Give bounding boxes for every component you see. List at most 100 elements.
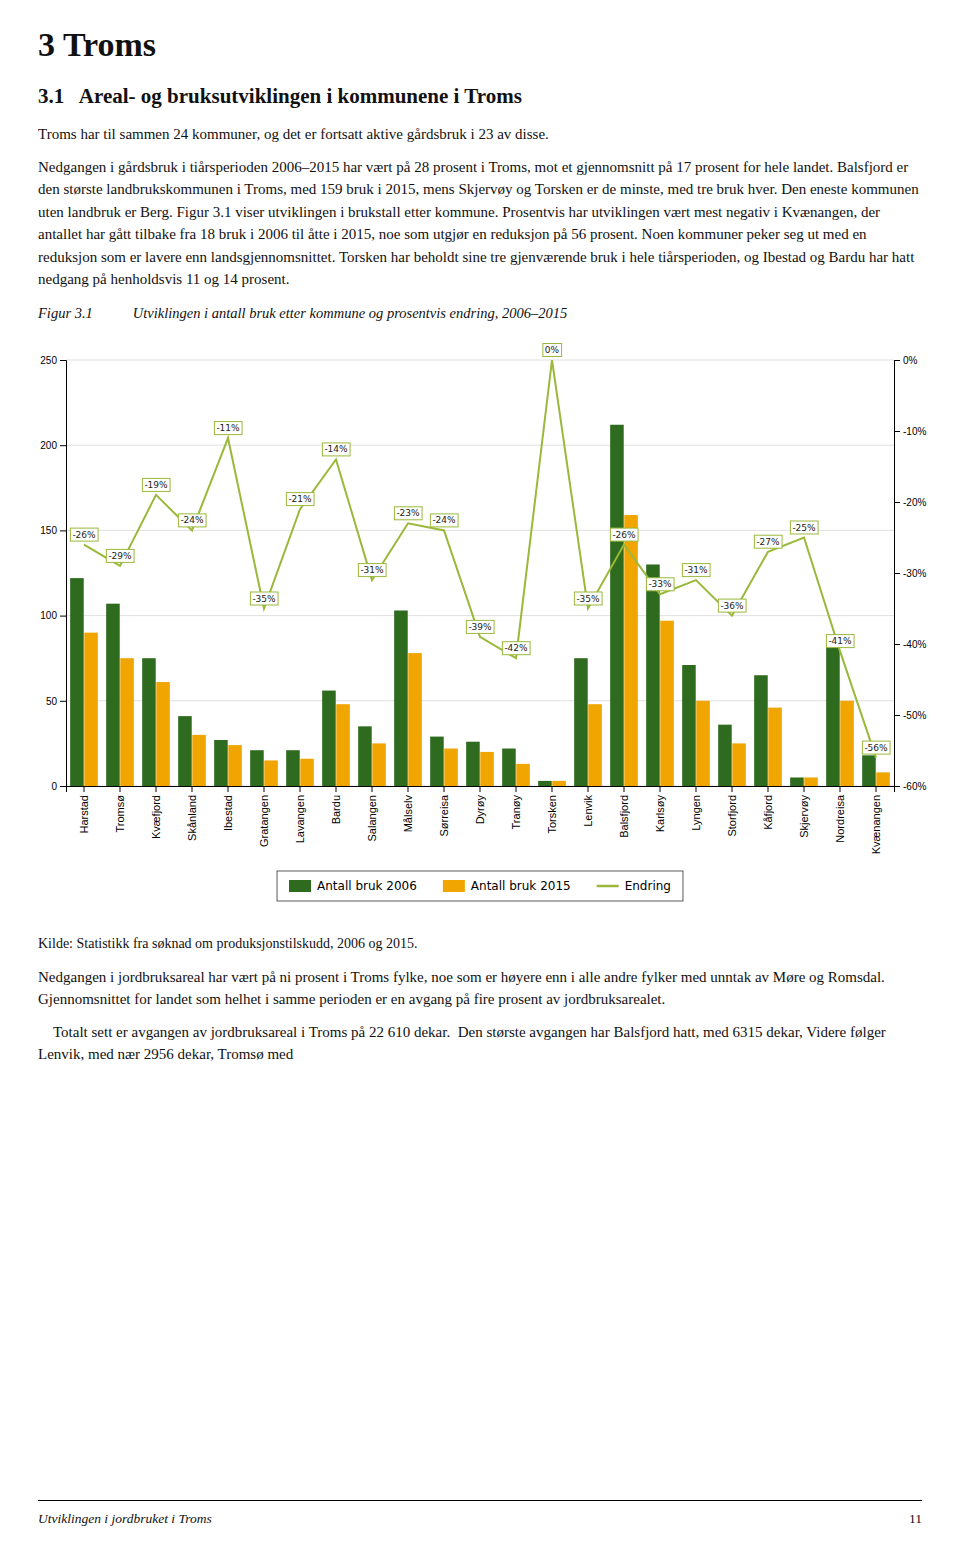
tick: -50% — [894, 709, 926, 720]
tick-label: Kvæfjord — [150, 795, 162, 839]
heading: 3 Troms — [38, 26, 922, 64]
tick-label: Kvænangen — [870, 795, 882, 854]
data-label-text: -29% — [108, 550, 132, 560]
tick-label: Ibestad — [222, 795, 234, 831]
data-label-text: -35% — [576, 593, 600, 603]
bar — [804, 777, 818, 786]
tick-mark — [372, 786, 373, 792]
tick: Bardu — [330, 786, 342, 824]
y2-axis: 0%-10%-20%-30%-40%-50%-60% — [894, 354, 926, 791]
data-label: -35% — [250, 592, 278, 605]
tick: Harstad — [78, 786, 90, 834]
tick-mark — [60, 360, 66, 361]
tick-mark — [804, 786, 805, 792]
data-label-text: -24% — [432, 515, 456, 525]
tick: Skånland — [186, 786, 198, 841]
data-label-text: -26% — [72, 529, 96, 539]
tick-mark — [444, 786, 445, 792]
bar — [178, 716, 192, 786]
data-label-box — [502, 641, 530, 654]
tick-mark — [60, 700, 66, 701]
bar — [826, 644, 840, 785]
bar — [840, 700, 854, 785]
bar — [106, 603, 120, 785]
tick-mark — [60, 530, 66, 531]
bar — [444, 748, 458, 785]
data-label-box — [718, 599, 746, 612]
data-label-text: -31% — [360, 565, 384, 575]
tick-label: -30% — [903, 567, 926, 578]
tick: Nordreisa — [834, 786, 846, 843]
data-label: -29% — [106, 549, 134, 562]
source: Kilde: Statistikk fra søknad om produksj… — [38, 936, 922, 952]
bar — [408, 653, 422, 786]
bar — [696, 700, 710, 785]
tick-label: 150 — [40, 525, 57, 536]
tick-mark — [84, 786, 85, 792]
data-label: -26% — [70, 528, 98, 541]
tick: Ibestad — [222, 786, 234, 831]
tick: Balsfjord — [618, 786, 630, 838]
axis-line — [895, 360, 901, 786]
bar — [214, 739, 228, 785]
data-label: -27% — [754, 535, 782, 548]
tick-label: Gratangen — [258, 795, 270, 847]
data-label-box — [178, 513, 206, 526]
data-label-box — [286, 492, 314, 505]
tick: Lavangen — [294, 786, 306, 843]
tick-mark — [552, 786, 553, 792]
tick-mark — [60, 615, 66, 616]
data-label: -26% — [610, 528, 638, 541]
legend-label: Antall bruk 2006 — [317, 879, 417, 893]
paragraph: Nedgangen i gårdsbruk i tiårsperioden 20… — [38, 156, 922, 291]
tick-label: 0 — [51, 780, 57, 791]
tick-mark — [894, 431, 900, 432]
tick-label: Karlsøy — [654, 794, 666, 832]
tick: Kåfjord — [762, 786, 774, 830]
data-labels: -26%-29%-19%-24%-11%-35%-21%-14%-31%-23%… — [70, 343, 890, 754]
tick-label: Storfjord — [726, 795, 738, 837]
data-label-text: -33% — [648, 579, 672, 589]
data-label-box — [862, 741, 890, 754]
grid-line — [66, 615, 894, 616]
tick: 150 — [40, 525, 66, 536]
tick-mark — [894, 502, 900, 503]
tick-label: Nordreisa — [834, 794, 846, 843]
bar-series — [70, 424, 876, 785]
bar — [480, 751, 494, 785]
data-label: 0% — [543, 343, 562, 356]
paragraph: Nedgangen i jordbruksareal har vært på n… — [38, 966, 922, 1011]
data-label: -23% — [394, 506, 422, 519]
data-label: -14% — [322, 442, 350, 455]
data-label-text: -14% — [324, 444, 348, 454]
bar — [322, 690, 336, 785]
tick-mark — [894, 360, 900, 361]
tick-mark — [840, 786, 841, 792]
tick-mark — [60, 786, 66, 787]
data-label-text: -11% — [216, 423, 240, 433]
tick: Gratangen — [258, 786, 270, 847]
data-label-text: -31% — [684, 565, 708, 575]
tick-label: -50% — [903, 709, 926, 720]
data-label-text: -21% — [288, 494, 312, 504]
grid-line — [66, 700, 894, 701]
subheading: 3.1 Areal- og bruksutviklingen i kommune… — [38, 84, 922, 109]
tick-mark — [480, 786, 481, 792]
data-label-box — [250, 592, 278, 605]
tick-label: 200 — [40, 439, 57, 450]
data-label-box — [682, 563, 710, 576]
data-label: -31% — [682, 563, 710, 576]
tick: Storfjord — [726, 786, 738, 837]
footer-right: 11 — [909, 1511, 922, 1527]
tick-label: Salangen — [366, 795, 378, 842]
data-label-text: -24% — [180, 515, 204, 525]
text-bottom: Kilde: Statistikk fra søknad om produksj… — [0, 930, 960, 1066]
tick: Sørreisa — [438, 786, 450, 837]
data-label-box — [358, 563, 386, 576]
bar — [552, 780, 566, 785]
tick: Skjervøy — [798, 786, 810, 838]
tick-label: Tranøy — [510, 794, 522, 829]
page: 3 Troms 3.1 Areal- og bruksutviklingen i … — [0, 0, 960, 1549]
tick: 100 — [40, 610, 66, 621]
tick-mark — [300, 786, 301, 792]
